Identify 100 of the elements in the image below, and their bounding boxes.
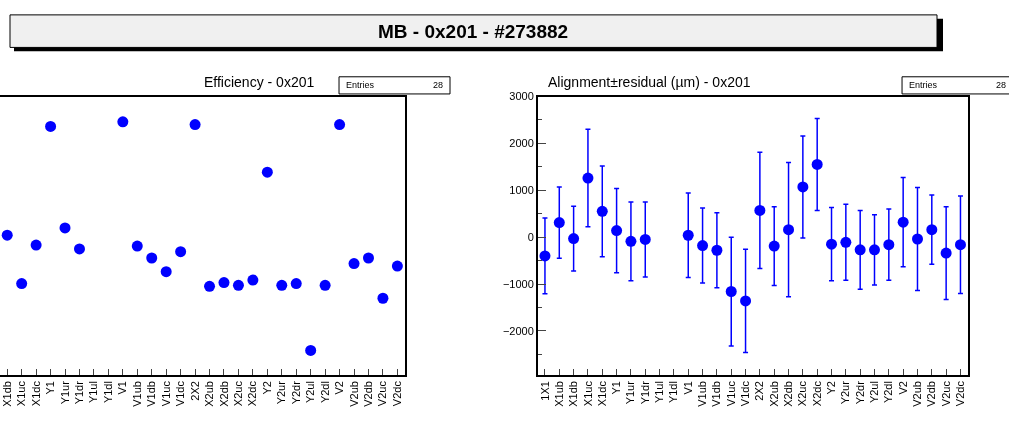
point <box>625 235 637 247</box>
x-tick-label: V2 <box>333 381 346 395</box>
x-tick-label: Y2dl <box>318 381 331 404</box>
point <box>740 295 752 307</box>
point <box>146 252 158 264</box>
point <box>305 344 317 356</box>
x-tick-label: X2db <box>782 381 795 407</box>
x-tick-label: V2 <box>896 381 909 395</box>
point <box>811 158 823 170</box>
point <box>377 292 389 304</box>
point <box>334 119 346 131</box>
chart-title: Alignment±residual (µm) - 0x201 <box>548 74 751 90</box>
text: 28 <box>433 80 444 90</box>
x-tick-label: Y2 <box>260 381 273 395</box>
point <box>131 240 143 252</box>
x-tick-label: Y2dr <box>853 380 866 405</box>
point <box>940 247 952 259</box>
x-tick-label: V1dc <box>174 380 187 407</box>
point <box>826 238 838 250</box>
x-tick-label: X2dc <box>810 380 823 407</box>
x-tick-label: Y1ur <box>624 380 637 405</box>
chart-title: Efficiency - 0x201 <box>204 74 315 90</box>
point <box>319 279 331 291</box>
point <box>682 229 694 241</box>
x-tick-label: Y1ul <box>653 381 666 404</box>
x-tick-label: V2ub <box>347 381 360 407</box>
point <box>276 279 288 291</box>
x-tick-label: Y1 <box>610 381 623 395</box>
x-tick-label: X1dc <box>29 380 42 407</box>
point <box>261 166 273 178</box>
point <box>639 233 651 245</box>
point <box>204 280 216 292</box>
point <box>232 279 244 291</box>
x-tick-label: Y2ul <box>868 381 881 404</box>
x-tick-label: Y1ul <box>87 381 100 404</box>
x-tick-label: V1db <box>710 381 723 407</box>
point <box>783 224 795 236</box>
point <box>897 216 909 228</box>
x-tick-label: X1db <box>567 381 580 407</box>
x-tick-label: X1dc <box>595 380 608 407</box>
text: Entries <box>909 80 938 90</box>
point <box>926 224 938 236</box>
x-tick-label: V1 <box>116 381 129 395</box>
point <box>840 236 852 248</box>
x-tick-label: Y2ur <box>839 380 852 405</box>
text: Entries <box>346 80 375 90</box>
point <box>768 240 780 252</box>
x-tick-label: X1uc <box>581 380 594 407</box>
x-tick-label: 1X1 <box>538 381 551 401</box>
point <box>911 233 923 245</box>
y-tick-label: 1000 <box>509 184 534 197</box>
x-tick-label: Y1dl <box>101 381 114 404</box>
point <box>290 278 302 290</box>
x-tick-label: V1db <box>145 381 158 407</box>
point <box>611 225 623 237</box>
point <box>725 286 737 297</box>
x-tick-label: X2dc <box>246 380 259 407</box>
x-tick-label: Y2ur <box>275 380 288 405</box>
point <box>1 229 13 241</box>
point <box>362 252 374 264</box>
x-tick-label: V2db <box>362 381 375 407</box>
x-tick-label: Y2 <box>825 381 838 395</box>
point <box>117 116 129 128</box>
x-tick-label: V2ub <box>911 381 924 407</box>
x-tick-label: 2X2 <box>188 381 201 401</box>
x-tick-label: X2db <box>217 381 230 407</box>
x-tick-label: V1ub <box>130 381 143 407</box>
point <box>568 233 580 245</box>
x-tick-label: X1uc <box>15 380 28 407</box>
point <box>869 244 880 256</box>
point <box>348 258 360 270</box>
x-tick-label: V2uc <box>376 380 389 407</box>
x-tick-label: X2ub <box>767 381 780 407</box>
x-tick-label: V1 <box>681 381 694 395</box>
y-tick-label: 0 <box>527 230 534 243</box>
x-tick-label: V2uc <box>939 380 952 407</box>
y-tick-label: 2000 <box>509 137 534 150</box>
x-tick-label: Y1ur <box>58 380 71 405</box>
point <box>697 240 709 252</box>
point <box>160 266 172 278</box>
x-tick-label: V1uc <box>724 380 737 407</box>
point <box>16 278 28 290</box>
x-tick-label: X1ub <box>552 381 565 407</box>
point <box>711 244 723 256</box>
point <box>391 260 403 272</box>
x-tick-label: Y1dr <box>638 380 651 405</box>
x-tick-label: 2X2 <box>753 381 766 401</box>
point <box>883 239 895 251</box>
x-tick-label: Y1 <box>44 381 57 395</box>
point <box>73 243 85 255</box>
point <box>189 119 201 131</box>
x-tick-label: X2uc <box>796 380 809 407</box>
x-tick-label: X1db <box>0 381 13 407</box>
point <box>854 244 866 256</box>
x-tick-label: X2ub <box>203 381 216 407</box>
x-tick-label: Y2dl <box>882 381 895 404</box>
x-tick-label: V2dc <box>390 380 403 407</box>
point <box>218 277 230 289</box>
point <box>754 204 766 216</box>
point <box>30 239 42 251</box>
